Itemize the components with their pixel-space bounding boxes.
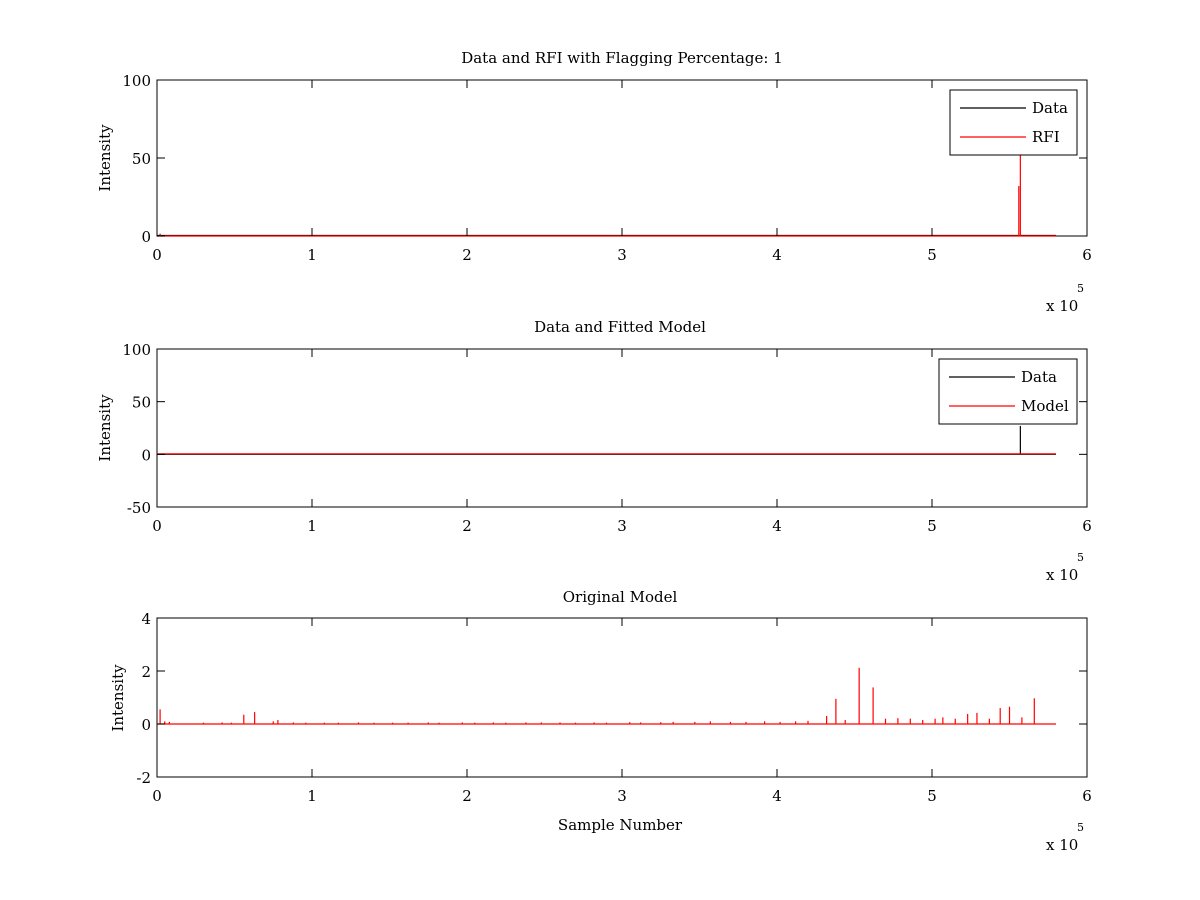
subplot-3-plot-area xyxy=(156,617,1088,778)
subplot-2-x-multiplier: x 10 5 xyxy=(1046,551,1084,584)
subplot-3-axes-box xyxy=(156,617,1088,778)
subplot-2-legend-model-label: Model xyxy=(1021,397,1069,415)
subplot-3-ylabel: Intensity xyxy=(109,664,127,732)
subplot-2-legend-data-label: Data xyxy=(1021,368,1057,386)
subplot-1-ytick-label: 100 xyxy=(122,72,151,90)
subplot-2-xtick-label: 5 xyxy=(927,517,937,535)
subplot-2-plot-area xyxy=(156,348,1088,508)
subplot-1-xtick-label: 0 xyxy=(152,246,162,264)
subplot-3: Original Model Intensity Sample Number 0… xyxy=(109,588,1092,854)
subplot-2: Data and Fitted Model Intensity 0 1 2 3 4 5 6 -… xyxy=(96,318,1092,584)
subplot-3-x-multiplier: x 10 5 xyxy=(1046,821,1084,854)
subplot-3-title: Original Model xyxy=(563,588,678,606)
subplot-2-ytick-label: 50 xyxy=(132,394,151,412)
subplot-1-ytick-label: 0 xyxy=(141,228,151,246)
subplot-3-ytick-label: 4 xyxy=(141,610,151,628)
subplot-2-multiplier-exp: 5 xyxy=(1077,551,1084,564)
subplot-1-plot-area xyxy=(156,79,1088,237)
subplot-2-axes-box xyxy=(156,348,1088,508)
subplot-2-xtick-label: 3 xyxy=(617,517,627,535)
subplot-1-axes-box xyxy=(156,79,1088,237)
subplot-1-legend-data-label: Data xyxy=(1032,99,1068,117)
subplot-1-xtick-label: 5 xyxy=(927,246,937,264)
subplot-1-legend: Data RFI xyxy=(949,89,1078,156)
subplot-3-xtick-label: 0 xyxy=(152,787,162,805)
subplot-1-x-multiplier: x 10 5 xyxy=(1046,282,1084,315)
subplot-3-xtick-label: 3 xyxy=(617,787,627,805)
subplot-3-xtick-label: 4 xyxy=(772,787,782,805)
subplot-3-ytick-label: 0 xyxy=(141,716,151,734)
subplot-2-xtick-label: 0 xyxy=(152,517,162,535)
subplot-1: Data and RFI with Flagging Percentage: 1… xyxy=(96,49,1092,315)
subplot-2-ytick-label: -50 xyxy=(127,499,151,517)
subplot-3-xlabel: Sample Number xyxy=(558,816,683,834)
subplot-1-legend-rfi-label: RFI xyxy=(1032,128,1060,146)
subplot-1-multiplier-exp: 5 xyxy=(1077,282,1084,295)
subplot-1-title: Data and RFI with Flagging Percentage: 1 xyxy=(461,49,783,67)
subplot-3-xtick-label: 2 xyxy=(462,787,472,805)
subplot-1-ticks: 0 1 2 3 4 5 6 0 50 100 xyxy=(122,72,1091,264)
subplot-1-xtick-label: 4 xyxy=(772,246,782,264)
subplot-3-ytick-label: -2 xyxy=(136,769,151,787)
subplot-3-xtick-label: 6 xyxy=(1082,787,1092,805)
subplot-2-legend-box xyxy=(938,358,1078,425)
subplot-2-xtick-label: 4 xyxy=(772,517,782,535)
subplot-1-legend-box xyxy=(949,89,1078,156)
subplot-3-xtick-label: 1 xyxy=(307,787,317,805)
subplot-2-ytick-label: 0 xyxy=(141,446,151,464)
subplot-3-multiplier-exp: 5 xyxy=(1077,821,1084,834)
subplot-1-ytick-label: 50 xyxy=(132,150,151,168)
subplot-2-title: Data and Fitted Model xyxy=(534,318,706,336)
subplot-2-legend: Data Model xyxy=(938,358,1078,425)
subplot-1-xtick-label: 3 xyxy=(617,246,627,264)
subplot-2-xtick-label: 6 xyxy=(1082,517,1092,535)
subplot-3-ytick-label: 2 xyxy=(141,663,151,681)
subplot-3-multiplier-base: x 10 xyxy=(1046,836,1078,854)
subplot-1-xtick-label: 6 xyxy=(1082,246,1092,264)
subplot-2-xtick-label: 1 xyxy=(307,517,317,535)
subplot-1-ylabel: Intensity xyxy=(96,124,114,192)
subplot-2-ytick-label: 100 xyxy=(122,341,151,359)
subplot-1-xtick-label: 2 xyxy=(462,246,472,264)
subplot-2-xtick-label: 2 xyxy=(462,517,472,535)
subplot-2-ylabel: Intensity xyxy=(96,394,114,462)
subplot-3-xtick-label: 5 xyxy=(927,787,937,805)
subplot-2-multiplier-base: x 10 xyxy=(1046,566,1078,584)
subplot-1-xtick-label: 1 xyxy=(307,246,317,264)
subplot-1-multiplier-base: x 10 xyxy=(1046,297,1078,315)
